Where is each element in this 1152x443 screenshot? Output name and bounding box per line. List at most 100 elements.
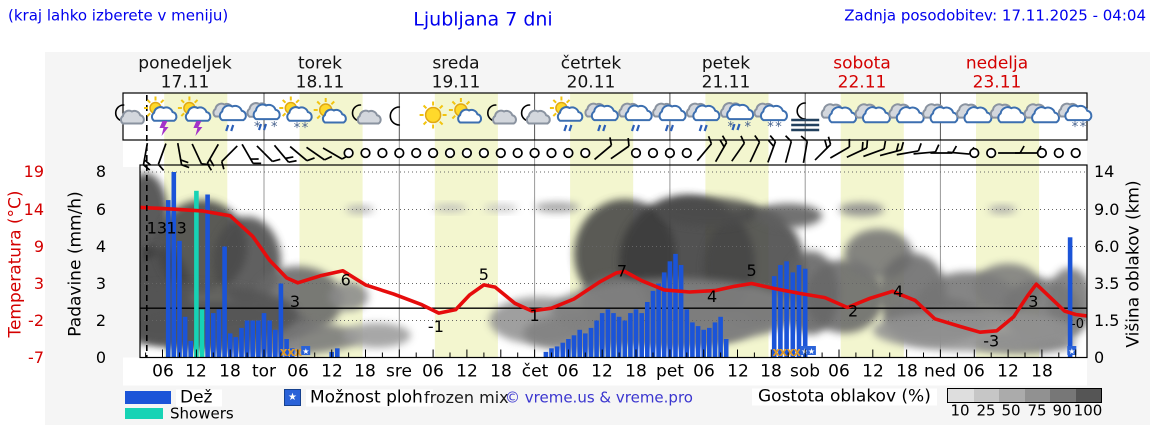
calm-wind-icon: [630, 147, 642, 159]
temp-tick-label: 19: [23, 162, 44, 181]
showers-legend-label: Showers: [170, 404, 234, 423]
cloud-height-tick-label: 9.0: [1094, 199, 1120, 219]
temp-tick-label: -7: [28, 347, 44, 367]
plot-border: [139, 164, 1088, 359]
calm-wind-icon: [394, 147, 405, 159]
day-abbr-label: tor: [251, 361, 277, 382]
cloud-height-tick-label: 3.5: [1094, 273, 1120, 293]
svg-text:-1: -1: [428, 317, 444, 336]
temp-axis-title: Temperatura (°C): [5, 190, 26, 338]
wind-barb-icon: [814, 136, 832, 161]
calm-wind-icon: [1053, 147, 1064, 159]
calm-wind-icon: [529, 147, 540, 159]
calm-wind-icon: [1036, 147, 1048, 159]
svg-text:6: 6: [341, 271, 351, 290]
svg-text:1: 1: [530, 306, 540, 325]
density-tick-label: 10: [950, 401, 970, 420]
time-label: 12: [591, 361, 613, 382]
time-label: 12: [727, 361, 749, 382]
last-update: Zadnja posodobitev: 17.11.2025 - 04:04: [844, 6, 1146, 25]
svg-text:*: *: [294, 121, 301, 136]
calm-wind-icon: [444, 147, 456, 159]
precip-tick-label: 4: [95, 236, 106, 256]
wind-barb-icon: [220, 145, 238, 170]
wind-barb-icon: [206, 143, 220, 171]
svg-text:x: x: [793, 345, 801, 359]
calm-wind-icon: [969, 147, 980, 159]
time-label: 12: [321, 361, 343, 382]
day-date: 18.11: [295, 72, 345, 93]
wind-barb-icon: [784, 135, 793, 163]
time-label: 18: [760, 361, 782, 382]
time-label: 06: [557, 361, 579, 382]
calm-wind-icon: [360, 147, 371, 159]
copyright-link[interactable]: © vreme.us & vreme.pro: [505, 388, 693, 407]
time-label: 18: [896, 361, 918, 382]
day-date: 17.11: [160, 72, 210, 93]
day-name: sobota: [833, 53, 891, 74]
svg-text:5: 5: [747, 261, 757, 280]
weather-icon-rain: [685, 102, 721, 132]
svg-text:5: 5: [479, 265, 489, 284]
page-title: Ljubljana 7 dni: [413, 8, 553, 31]
density-tick-label: 75: [1027, 401, 1047, 420]
cloud-density-label: Gostota oblakov (%): [752, 388, 937, 406]
time-label: 18: [490, 361, 512, 382]
wind-barb-icon: [157, 143, 167, 171]
weather-icon-moon-cloud: [351, 104, 382, 125]
time-label: 06: [287, 361, 309, 382]
calm-wind-icon: [1070, 147, 1081, 159]
time-label: 18: [625, 361, 647, 382]
wind-barb-icon: [846, 139, 869, 158]
frozen-mix-markers: xxxxxxx: [280, 345, 802, 359]
weather-icon-cloud: [1023, 103, 1060, 124]
weather-icon-moon-cloud: [520, 104, 551, 125]
svg-text:3: 3: [290, 292, 300, 311]
svg-text:*: *: [728, 120, 735, 135]
wind-barb-icon: [176, 143, 190, 169]
wind-barb-icon: [593, 137, 613, 161]
weather-icon-sun: [419, 101, 447, 129]
possible-showers-label: Možnost ploh: [306, 389, 433, 407]
svg-text:x: x: [294, 345, 302, 359]
calm-wind-icon: [986, 147, 997, 159]
wind-barb-icon: [896, 143, 922, 156]
density-gradient-step: [1050, 389, 1076, 402]
precip-tick-label: 0: [95, 347, 106, 367]
wind-barb-icon: [610, 138, 630, 160]
svg-text:*: *: [767, 120, 774, 135]
wind-barb-icon: [749, 135, 761, 163]
precip-tick-label: 8: [95, 162, 106, 181]
calm-wind-icon: [512, 147, 523, 159]
shower-star-markers: ★ ★ ★ ★: [301, 346, 1077, 356]
wind-barb-icon: [696, 135, 713, 162]
day-abbr-label: sre: [386, 361, 412, 382]
day-date: 19.11: [431, 72, 481, 93]
weather-icon-cloud: [922, 103, 959, 124]
wind-barb-icon: [306, 146, 333, 161]
cloud-density-gradient: [947, 388, 1102, 403]
density-gradient-step: [973, 389, 999, 402]
weather-icon-snow: * *: [1057, 102, 1093, 135]
showers-swatch: [125, 408, 163, 419]
weather-icon-moon-cloud: [114, 104, 145, 125]
svg-text:7: 7: [617, 262, 627, 281]
day-abbr-label: ned: [923, 361, 957, 382]
wind-barb-icon: [879, 141, 905, 157]
wind-barb-icon: [289, 145, 315, 162]
weather-icon-row: * * * * * * * * * *: [114, 96, 1093, 136]
svg-text:x: x: [772, 345, 780, 359]
day-date: 20.11: [566, 72, 616, 93]
svg-text:13: 13: [147, 219, 167, 238]
calm-wind-icon: [461, 147, 473, 159]
time-label: 12: [456, 361, 478, 382]
wind-barb-icon: [800, 135, 809, 163]
weather-icon-cloud: [956, 103, 993, 124]
precip-axis-title: Padavine (mm/h): [65, 191, 86, 337]
weather-icon-moon: [389, 106, 401, 126]
precip-tick-label: 6: [95, 199, 106, 219]
cloud-height-tick-label: 6.0: [1094, 236, 1120, 256]
wind-barb-icon: [142, 143, 152, 171]
weather-icon-cloud: [989, 103, 1027, 124]
